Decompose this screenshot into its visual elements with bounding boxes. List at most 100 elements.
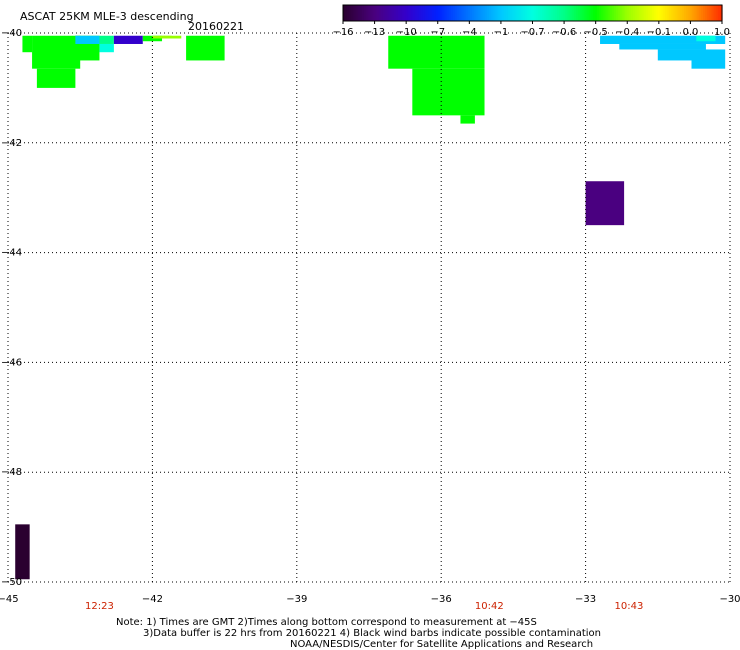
colorbar-segment: [576, 5, 579, 21]
colorbar-segment: [473, 5, 477, 21]
colorbar-segment: [481, 5, 484, 21]
colorbar-segment: [706, 5, 710, 21]
colorbar-segment: [435, 5, 439, 21]
colorbar-segment: [689, 5, 693, 21]
colorbar-segment: [613, 5, 617, 21]
data-cell: [585, 181, 625, 226]
data-cell: [691, 49, 726, 69]
colorbar-segment: [492, 5, 496, 21]
time-labels: 12:23 10:42 10:43: [85, 601, 643, 612]
colorbar-segment: [627, 5, 630, 21]
colorbar-segment: [712, 5, 716, 21]
colorbar-segment: [540, 5, 543, 21]
data-cell: [22, 35, 33, 53]
colorbar-segment: [369, 5, 373, 21]
colorbar-segment: [424, 5, 427, 21]
colorbar-segment: [358, 5, 361, 21]
colorbar-segment: [657, 5, 661, 21]
colorbar-segment: [462, 5, 465, 21]
x-tick-label: −36: [431, 594, 452, 605]
colorbar-segment: [684, 5, 687, 21]
colorbar-segment: [401, 5, 405, 21]
colorbar-label: −0.1: [647, 27, 671, 38]
colorbar-segment: [670, 5, 674, 21]
time-label: 12:23: [85, 601, 114, 612]
colorbar-segment: [422, 5, 426, 21]
colorbar-segment: [621, 5, 625, 21]
colorbar-segment: [504, 5, 507, 21]
colorbar-segment: [703, 5, 706, 21]
data-cell: [619, 43, 706, 50]
colorbar-segment: [595, 5, 598, 21]
y-tick-label: −48: [1, 467, 22, 478]
data-cell: [99, 35, 114, 44]
colorbar-segment: [350, 5, 354, 21]
colorbar-segment: [536, 5, 539, 21]
colorbar-segment: [458, 5, 462, 21]
colorbar-segment: [488, 5, 492, 21]
colorbar-segment: [384, 5, 388, 21]
colorbar-segment: [483, 5, 486, 21]
colorbar-segment: [653, 5, 657, 21]
colorbar-segment: [464, 5, 467, 21]
colorbar-segment: [380, 5, 384, 21]
colorbar-segment: [687, 5, 691, 21]
colorbar-segment: [373, 5, 376, 21]
colorbar-segment: [665, 5, 668, 21]
colorbar-label: 0.0: [682, 27, 698, 38]
note-line-2: 3)Data buffer is 22 hrs from 20160221 4)…: [143, 628, 601, 639]
colorbar-segment: [507, 5, 511, 21]
colorbar-segment: [466, 5, 469, 21]
colorbar-segment: [365, 5, 369, 21]
colorbar-segment: [487, 5, 490, 21]
colorbar-segment: [397, 5, 401, 21]
colorbar-segment: [693, 5, 697, 21]
colorbar-segment: [572, 5, 575, 21]
colorbar-segment: [644, 5, 647, 21]
colorbar-segment: [416, 5, 420, 21]
data-cell: [186, 35, 225, 61]
colorbar-segment: [498, 5, 501, 21]
colorbar-label: −4: [462, 27, 477, 38]
colorbar-segment: [360, 5, 363, 21]
colorbar-segment: [475, 5, 479, 21]
colorbar-segment: [591, 5, 594, 21]
colorbar-segment: [454, 5, 458, 21]
colorbar-segment: [532, 5, 535, 21]
colorbar-segment: [534, 5, 537, 21]
axes: −45 −42 −39 −36 −33 −30 −40 −42 −44 −46 −48 −50: [0, 28, 740, 605]
colorbar-segment: [407, 5, 410, 21]
colorbar-segment: [564, 5, 568, 21]
colorbar-segment: [517, 5, 520, 21]
x-tick-label: −30: [719, 594, 740, 605]
colorbar-segment: [443, 5, 446, 21]
time-label: 10:43: [615, 601, 644, 612]
colorbar-segment: [420, 5, 424, 21]
y-tick-label: −44: [1, 248, 22, 259]
colorbar-segment: [720, 5, 723, 21]
colorbar-segment: [691, 5, 695, 21]
colorbar-segment: [356, 5, 359, 21]
colorbar-segment: [405, 5, 409, 21]
colorbar-segment: [685, 5, 689, 21]
colorbar-segment: [602, 5, 606, 21]
colorbar-segment: [651, 5, 655, 21]
colorbar-segment: [608, 5, 611, 21]
note-line-1: Note: 1) Times are GMT 2)Times along bot…: [116, 617, 537, 628]
y-tick-label: −46: [1, 357, 22, 368]
colorbar-segment: [411, 5, 414, 21]
colorbar-segment: [714, 5, 717, 21]
colorbar-label: −0.4: [615, 27, 639, 38]
colorbar-segment: [451, 5, 454, 21]
colorbar-label: −13: [364, 27, 385, 38]
colorbar-segment: [636, 5, 640, 21]
colorbar-segment: [382, 5, 386, 21]
colorbar-segment: [612, 5, 615, 21]
colorbar-segment: [439, 5, 443, 21]
data-cell: [36, 68, 76, 88]
colorbar-segment: [500, 5, 503, 21]
colorbar-label: −16: [332, 27, 353, 38]
colorbar-segment: [659, 5, 662, 21]
colorbar-segment: [718, 5, 721, 21]
colorbar-segment: [598, 5, 602, 21]
